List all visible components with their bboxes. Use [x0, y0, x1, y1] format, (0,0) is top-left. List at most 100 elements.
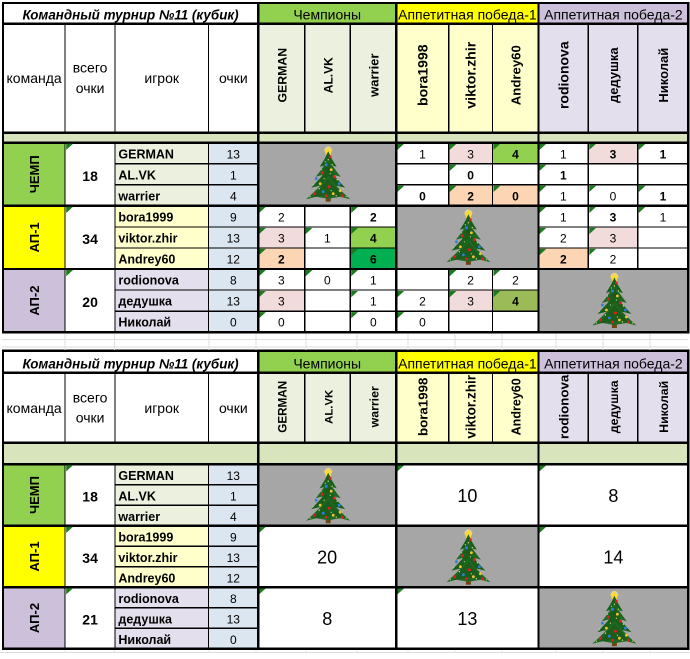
- svg-text:1: 1: [560, 168, 567, 182]
- svg-text:Командный турнир №11 (кубик): Командный турнир №11 (кубик): [23, 8, 240, 23]
- svg-text:1: 1: [324, 232, 331, 246]
- svg-text:АП-2: АП-2: [27, 603, 42, 633]
- svg-text:18: 18: [82, 168, 98, 184]
- svg-text:2: 2: [560, 232, 567, 246]
- svg-text:3: 3: [278, 274, 285, 288]
- svg-text:3: 3: [610, 232, 617, 246]
- svg-text:9: 9: [230, 210, 237, 224]
- svg-text:warrier: warrier: [117, 189, 160, 203]
- svg-text:Чемпионы: Чемпионы: [293, 356, 361, 372]
- svg-text:всего: всего: [73, 60, 108, 76]
- svg-text:1: 1: [560, 147, 567, 161]
- svg-text:игрок: игрок: [144, 400, 179, 416]
- svg-text:2: 2: [560, 253, 567, 267]
- svg-text:3: 3: [278, 232, 285, 246]
- svg-text:1: 1: [560, 210, 567, 224]
- svg-text:1: 1: [660, 147, 667, 161]
- svg-text:Николай: Николай: [118, 316, 171, 330]
- svg-text:GERMAN: GERMAN: [276, 381, 289, 433]
- svg-text:1: 1: [370, 295, 377, 309]
- svg-text:viktor.zhir: viktor.zhir: [118, 232, 177, 246]
- svg-text:очки: очки: [219, 70, 248, 86]
- svg-text:0: 0: [230, 316, 237, 330]
- svg-text:8: 8: [230, 592, 237, 606]
- svg-text:34: 34: [82, 550, 98, 566]
- svg-text:rodionova: rodionova: [118, 592, 179, 606]
- svg-text:2: 2: [512, 274, 519, 288]
- svg-text:bora1998: bora1998: [415, 44, 431, 106]
- svg-text:АП-1: АП-1: [27, 541, 42, 571]
- svg-text:rodionova: rodionova: [555, 41, 571, 109]
- svg-text:3: 3: [467, 147, 474, 161]
- svg-text:4: 4: [230, 189, 237, 203]
- svg-text:warrier: warrier: [367, 386, 381, 428]
- svg-text:13: 13: [227, 295, 241, 309]
- svg-text:Andrey60: Andrey60: [118, 253, 175, 267]
- svg-text:20: 20: [82, 294, 98, 310]
- svg-text:viktor.zhir: viktor.zhir: [464, 374, 479, 438]
- svg-text:Николай: Николай: [657, 381, 671, 433]
- svg-text:GERMAN: GERMAN: [118, 469, 174, 483]
- svg-text:0: 0: [370, 316, 377, 330]
- svg-text:8: 8: [230, 274, 237, 288]
- svg-text:2: 2: [467, 274, 474, 288]
- svg-text:Чемпионы: Чемпионы: [293, 7, 361, 23]
- svg-text:viktor.zhir: viktor.zhir: [118, 551, 177, 565]
- svg-text:команда: команда: [7, 70, 62, 86]
- svg-text:8: 8: [608, 486, 618, 506]
- svg-text:Николай: Николай: [118, 633, 171, 647]
- svg-text:12: 12: [227, 253, 241, 267]
- svg-text:21: 21: [82, 612, 98, 628]
- svg-text:4: 4: [512, 295, 519, 309]
- svg-text:игрок: игрок: [144, 70, 179, 86]
- svg-text:13: 13: [457, 609, 477, 629]
- svg-text:3: 3: [278, 295, 285, 309]
- svg-text:9: 9: [230, 530, 237, 544]
- svg-text:2: 2: [419, 295, 426, 309]
- svg-text:0: 0: [467, 168, 474, 182]
- svg-text:13: 13: [227, 612, 241, 626]
- svg-text:20: 20: [317, 548, 337, 568]
- svg-text:0: 0: [419, 189, 426, 203]
- svg-text:14: 14: [603, 548, 623, 568]
- svg-text:18: 18: [82, 489, 98, 505]
- svg-text:1: 1: [230, 489, 237, 503]
- svg-text:1: 1: [370, 274, 377, 288]
- svg-text:bora1999: bora1999: [118, 210, 173, 224]
- svg-text:3: 3: [467, 295, 474, 309]
- svg-text:дедушка: дедушка: [118, 612, 173, 626]
- svg-text:AL.VK: AL.VK: [323, 389, 335, 424]
- svg-text:13: 13: [227, 147, 241, 161]
- svg-text:0: 0: [512, 189, 519, 203]
- svg-text:Николай: Николай: [656, 48, 671, 103]
- svg-text:8: 8: [322, 609, 332, 629]
- svg-text:ЧЕМП: ЧЕМП: [27, 155, 42, 193]
- svg-text:0: 0: [324, 274, 331, 288]
- svg-text:4: 4: [230, 510, 237, 524]
- svg-text:Andrey60: Andrey60: [509, 45, 524, 105]
- svg-text:AL.VK: AL.VK: [321, 57, 335, 93]
- svg-text:2: 2: [610, 253, 617, 267]
- svg-text:3: 3: [610, 147, 617, 161]
- svg-text:warrier: warrier: [366, 54, 381, 98]
- svg-text:1: 1: [560, 189, 567, 203]
- svg-text:bora1998: bora1998: [416, 378, 431, 436]
- svg-text:warrier: warrier: [117, 510, 160, 524]
- svg-text:Andrey60: Andrey60: [510, 378, 524, 435]
- svg-text:дедушка: дедушка: [607, 380, 621, 433]
- svg-text:GERMAN: GERMAN: [275, 48, 289, 103]
- svg-text:Аппетитная победа-1: Аппетитная победа-1: [398, 356, 537, 372]
- svg-text:Аппетитная победа-2: Аппетитная победа-2: [544, 7, 683, 23]
- svg-text:АП-1: АП-1: [27, 222, 42, 252]
- svg-text:34: 34: [82, 231, 98, 247]
- svg-text:1: 1: [660, 210, 667, 224]
- svg-text:rodionova: rodionova: [118, 274, 179, 288]
- svg-text:очки: очки: [219, 400, 248, 416]
- svg-text:13: 13: [227, 232, 241, 246]
- svg-text:13: 13: [227, 551, 241, 565]
- svg-text:0: 0: [610, 189, 617, 203]
- svg-text:АП-2: АП-2: [27, 286, 42, 316]
- svg-text:0: 0: [419, 316, 426, 330]
- svg-text:1: 1: [230, 168, 237, 182]
- svg-text:Andrey60: Andrey60: [118, 571, 175, 585]
